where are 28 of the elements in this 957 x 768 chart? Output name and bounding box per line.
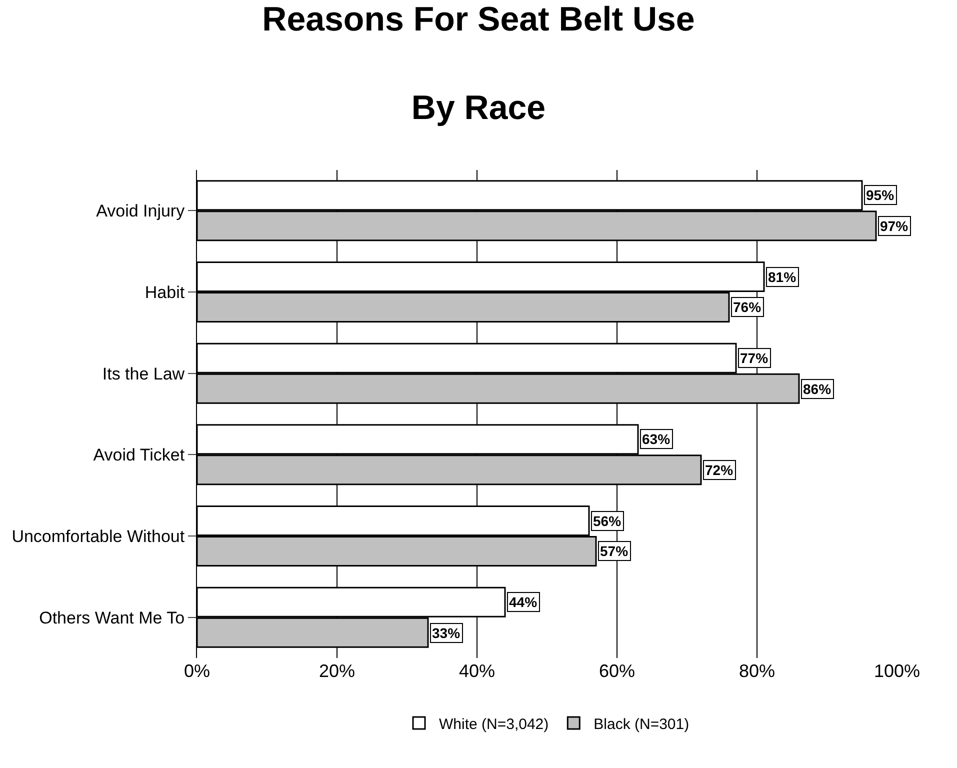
data-label: 77% [740, 350, 769, 366]
y-tick-label: Uncomfortable Without [12, 526, 185, 546]
y-tick-label: Avoid Injury [96, 202, 186, 221]
x-tick-label: 0% [184, 661, 210, 681]
y-tick-label: Habit [144, 282, 185, 302]
data-label: 63% [642, 431, 671, 447]
x-tick-label: 60% [598, 661, 636, 681]
data-label: 76% [733, 299, 762, 315]
x-tick-label: 100% [874, 661, 920, 681]
data-label: 95% [866, 187, 895, 203]
data-label: 56% [593, 513, 622, 529]
data-label: 86% [803, 381, 832, 397]
legend-label: White (N=3,042) [439, 716, 549, 733]
data-label: 57% [600, 543, 629, 559]
data-label: 44% [509, 594, 538, 610]
chart-subtitle: By Race [411, 89, 546, 128]
y-tick-label: Its the Law [102, 364, 186, 384]
y-tick-label: Others Want Me To [39, 608, 185, 628]
data-label: 33% [432, 625, 461, 641]
x-tick-label: 20% [318, 661, 356, 681]
chart-title: Reasons For Seat Belt Use [262, 0, 695, 39]
y-tick-label: Avoid Ticket [93, 446, 185, 465]
x-tick-label: 40% [458, 661, 496, 681]
data-label: 81% [768, 269, 797, 285]
legend-label: Black (N=301) [594, 716, 690, 733]
data-label: 97% [880, 218, 909, 234]
data-label: 72% [705, 462, 734, 478]
x-tick-label: 80% [738, 661, 776, 681]
